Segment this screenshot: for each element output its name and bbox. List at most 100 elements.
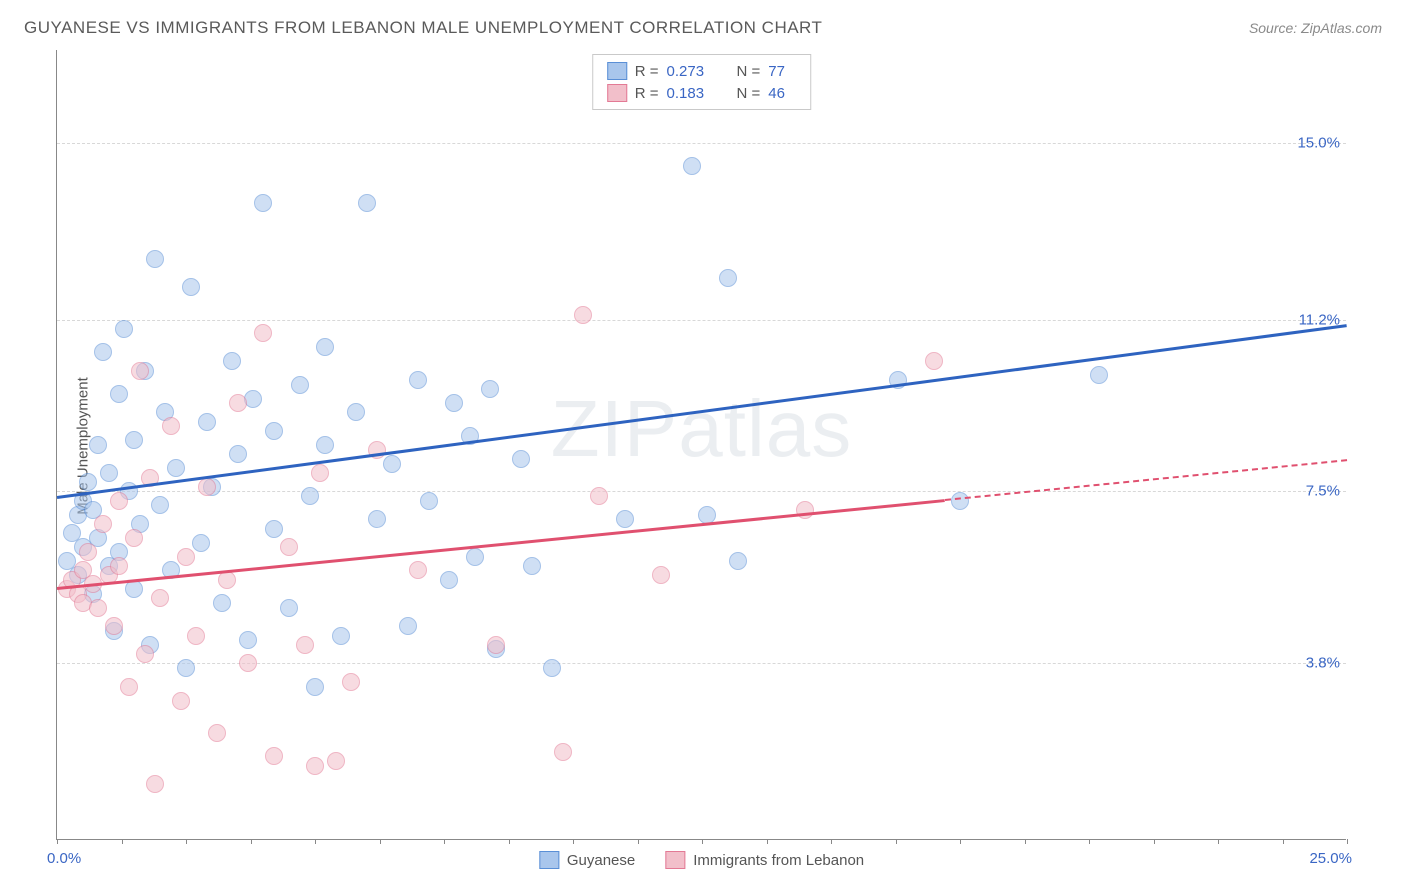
data-point: [244, 390, 262, 408]
data-point: [311, 464, 329, 482]
x-tick: [1283, 839, 1284, 844]
data-point: [151, 496, 169, 514]
data-point: [187, 627, 205, 645]
data-point: [280, 538, 298, 556]
y-tick-label: 15.0%: [1297, 134, 1340, 151]
x-tick: [767, 839, 768, 844]
data-point: [79, 473, 97, 491]
data-point: [280, 599, 298, 617]
x-max-label: 25.0%: [1309, 850, 1352, 867]
series-legend: Guyanese Immigrants from Lebanon: [539, 851, 864, 869]
y-tick-label: 7.5%: [1306, 483, 1340, 500]
r-value-guyanese: 0.273: [667, 63, 719, 80]
data-point: [110, 557, 128, 575]
x-tick: [960, 839, 961, 844]
data-point: [89, 599, 107, 617]
r-value-lebanon: 0.183: [667, 85, 719, 102]
data-point: [125, 431, 143, 449]
swatch-icon: [665, 851, 685, 869]
data-point: [543, 659, 561, 677]
data-point: [925, 352, 943, 370]
data-point: [358, 194, 376, 212]
data-point: [229, 445, 247, 463]
x-tick: [1025, 839, 1026, 844]
data-point: [218, 571, 236, 589]
data-point: [487, 636, 505, 654]
data-point: [239, 654, 257, 672]
n-value-guyanese: 77: [768, 63, 796, 80]
x-tick: [638, 839, 639, 844]
data-point: [105, 617, 123, 635]
data-point: [332, 627, 350, 645]
data-point: [136, 645, 154, 663]
data-point: [291, 376, 309, 394]
data-point: [420, 492, 438, 510]
data-point: [523, 557, 541, 575]
x-tick: [251, 839, 252, 844]
x-tick: [702, 839, 703, 844]
data-point: [306, 678, 324, 696]
data-point: [306, 757, 324, 775]
swatch-guyanese: [607, 62, 627, 80]
data-point: [94, 343, 112, 361]
data-point: [481, 380, 499, 398]
data-point: [265, 747, 283, 765]
n-label: N =: [737, 63, 761, 80]
correlation-legend: R = 0.273 N = 77 R = 0.183 N = 46: [592, 54, 812, 110]
data-point: [223, 352, 241, 370]
r-label: R =: [635, 63, 659, 80]
data-point: [239, 631, 257, 649]
legend-row-guyanese: R = 0.273 N = 77: [603, 60, 801, 82]
r-label: R =: [635, 85, 659, 102]
x-tick: [444, 839, 445, 844]
data-point: [729, 552, 747, 570]
x-tick: [57, 839, 58, 844]
data-point: [120, 678, 138, 696]
data-point: [683, 157, 701, 175]
legend-item-lebanon: Immigrants from Lebanon: [665, 851, 864, 869]
scatter-plot: ZIPatlas R = 0.273 N = 77 R = 0.183 N = …: [56, 50, 1346, 840]
legend-label: Guyanese: [567, 852, 635, 869]
data-point: [796, 501, 814, 519]
data-point: [229, 394, 247, 412]
data-point: [146, 250, 164, 268]
data-point: [296, 636, 314, 654]
x-tick: [1154, 839, 1155, 844]
data-point: [213, 594, 231, 612]
legend-row-lebanon: R = 0.183 N = 46: [603, 82, 801, 104]
data-point: [254, 194, 272, 212]
gridline: [57, 320, 1346, 321]
data-point: [265, 422, 283, 440]
data-point: [399, 617, 417, 635]
legend-item-guyanese: Guyanese: [539, 851, 635, 869]
y-tick-label: 3.8%: [1306, 655, 1340, 672]
data-point: [445, 394, 463, 412]
data-point: [1090, 366, 1108, 384]
data-point: [167, 459, 185, 477]
data-point: [110, 492, 128, 510]
data-point: [951, 492, 969, 510]
data-point: [125, 580, 143, 598]
data-point: [177, 548, 195, 566]
data-point: [182, 278, 200, 296]
x-tick: [380, 839, 381, 844]
data-point: [172, 692, 190, 710]
source-label: Source: ZipAtlas.com: [1249, 20, 1382, 36]
data-point: [466, 548, 484, 566]
data-point: [409, 371, 427, 389]
data-point: [125, 529, 143, 547]
data-point: [383, 455, 401, 473]
data-point: [574, 306, 592, 324]
swatch-lebanon: [607, 84, 627, 102]
data-point: [316, 436, 334, 454]
x-tick: [509, 839, 510, 844]
data-point: [100, 464, 118, 482]
trend-line-dash: [944, 459, 1347, 501]
x-min-label: 0.0%: [47, 850, 81, 867]
x-tick: [831, 839, 832, 844]
x-tick: [122, 839, 123, 844]
data-point: [265, 520, 283, 538]
data-point: [110, 385, 128, 403]
data-point: [89, 436, 107, 454]
data-point: [115, 320, 133, 338]
